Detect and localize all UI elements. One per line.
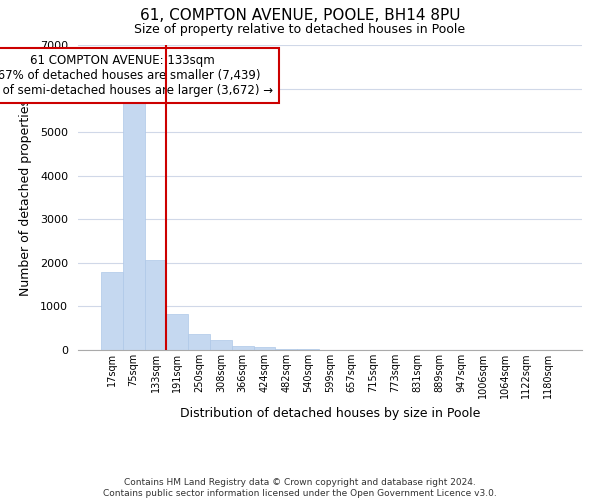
Text: Contains HM Land Registry data © Crown copyright and database right 2024.
Contai: Contains HM Land Registry data © Crown c… (103, 478, 497, 498)
X-axis label: Distribution of detached houses by size in Poole: Distribution of detached houses by size … (180, 406, 480, 420)
Bar (188, 334, 210, 350)
Y-axis label: Number of detached properties: Number of detached properties (19, 99, 32, 296)
Text: 61 COMPTON AVENUE: 133sqm
← 67% of detached houses are smaller (7,439)
33% of se: 61 COMPTON AVENUE: 133sqm ← 67% of detac… (0, 54, 273, 96)
Bar (254, 348, 275, 350)
Bar (101, 272, 123, 350)
Bar (275, 348, 297, 350)
Text: Size of property relative to detached houses in Poole: Size of property relative to detached ho… (134, 22, 466, 36)
Text: 61, COMPTON AVENUE, POOLE, BH14 8PU: 61, COMPTON AVENUE, POOLE, BH14 8PU (140, 8, 460, 22)
Bar (123, 100, 145, 350)
Bar (145, 260, 166, 350)
Bar (210, 340, 232, 350)
Bar (232, 346, 254, 350)
Bar (166, 314, 188, 350)
